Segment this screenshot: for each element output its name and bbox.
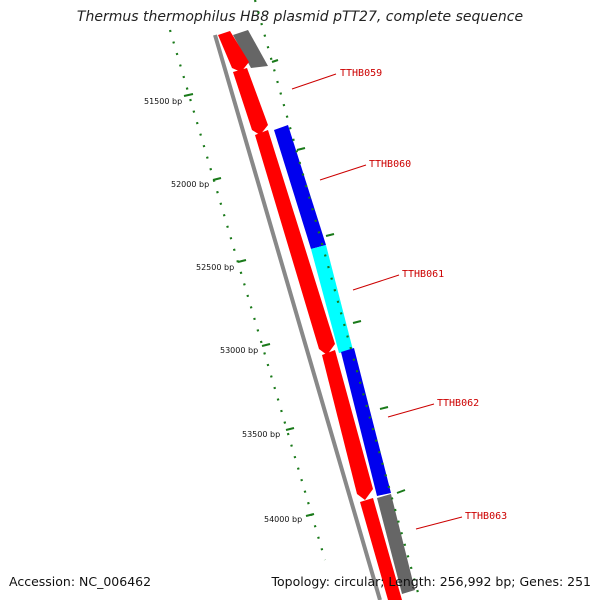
ruler-label: 54000 bp bbox=[264, 515, 302, 524]
gene-label-tthb061[interactable]: TTHB061 bbox=[402, 269, 444, 280]
gene-leader-lines bbox=[291, 73, 463, 530]
feature-gray-tthb063 bbox=[377, 494, 415, 594]
backbone-line bbox=[213, 34, 382, 600]
ruler-labels: 51500 bp 52000 bp 52500 bp 53000 bp 5350… bbox=[144, 97, 302, 524]
feature-red-4 bbox=[322, 350, 373, 500]
feature-red-3 bbox=[255, 130, 335, 355]
inner-tick-ruler bbox=[168, 29, 327, 561]
feature-cyan-tthb061 bbox=[311, 245, 353, 353]
feature-blue-tthb062 bbox=[341, 348, 391, 496]
ruler-label: 53500 bp bbox=[242, 430, 280, 439]
gene-label-tthb063[interactable]: TTHB063 bbox=[465, 511, 507, 522]
outer-major-ticks bbox=[271, 59, 406, 494]
map-title: Thermus thermophilus HB8 plasmid pTT27, … bbox=[76, 9, 524, 25]
feature-blue-tthb060 bbox=[274, 125, 326, 249]
ruler-label: 52000 bp bbox=[171, 180, 209, 189]
gene-label-tthb060[interactable]: TTHB060 bbox=[369, 159, 411, 170]
feature-red-5 bbox=[360, 498, 402, 600]
feature-red-2 bbox=[233, 68, 268, 135]
topology-summary-text: Topology: circular; Length: 256,992 bp; … bbox=[271, 574, 592, 589]
inner-major-ticks bbox=[183, 93, 315, 517]
ruler-label: 52500 bp bbox=[196, 263, 234, 272]
accession-text: Accession: NC_006462 bbox=[9, 574, 152, 589]
feature-gray-top-outer bbox=[233, 30, 268, 68]
feature-red-1 bbox=[218, 31, 249, 72]
gene-labels: TTHB059 TTHB060 TTHB061 TTHB062 TTHB063 bbox=[340, 68, 507, 522]
ruler-label: 51500 bp bbox=[144, 97, 182, 106]
gene-label-tthb062[interactable]: TTHB062 bbox=[437, 398, 479, 409]
gene-label-tthb059[interactable]: TTHB059 bbox=[340, 68, 382, 79]
ruler-label: 53000 bp bbox=[220, 346, 258, 355]
